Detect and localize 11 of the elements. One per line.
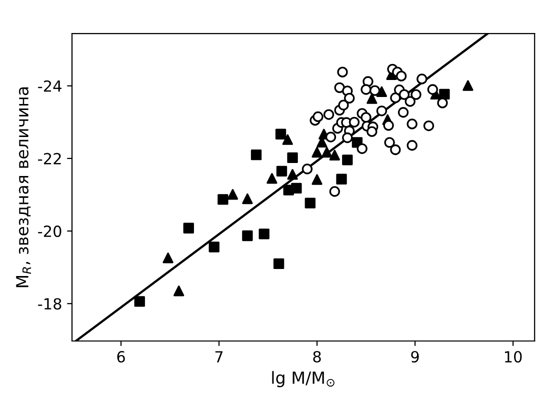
y-tick-label: -24: [38, 80, 62, 92]
x-tick-label: 9: [411, 350, 419, 363]
x-tick-label: 10: [504, 350, 522, 363]
x-axis-title: lg M/M$_{⊙}$: [272, 371, 334, 388]
x-tick-label: 6: [117, 350, 125, 363]
y-tick-label: -18: [38, 298, 62, 310]
y-tick-label: -22: [38, 152, 61, 164]
x-tick-label: 7: [215, 351, 223, 362]
y-tick-label: -20: [38, 226, 62, 238]
x-tick-label: 8: [313, 350, 321, 363]
y-axis-title: M$_{R}$, звездная величина: [16, 87, 32, 288]
